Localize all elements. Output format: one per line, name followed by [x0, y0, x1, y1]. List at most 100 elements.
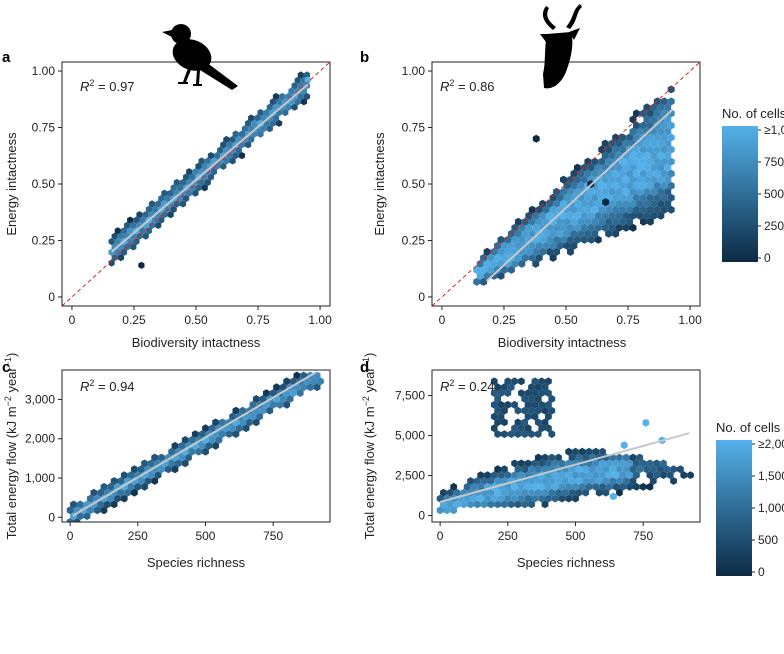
hexbin-cell: [541, 418, 549, 427]
hexbin-cell: [577, 205, 585, 214]
hexbin-cell: [73, 518, 81, 522]
hexbin-cell: [215, 436, 223, 444]
hexbin-cell: [507, 241, 515, 250]
hexbin-cell: [269, 389, 277, 397]
hexbin-cell: [511, 259, 519, 268]
hexbin-cell: [636, 211, 644, 220]
hexbin-cell: [660, 133, 668, 142]
hexbin-cell: [217, 146, 224, 154]
hexbin-cell: [646, 169, 654, 178]
colorbar-label: 500: [758, 533, 778, 547]
hexbin-cell: [650, 187, 658, 196]
hexbin-cell: [646, 217, 654, 226]
hexbin-cell: [570, 181, 578, 190]
hexbin-cell: [494, 395, 501, 403]
hexbin-cell: [494, 430, 501, 438]
hexbin-cell: [158, 465, 165, 474]
x-axis: 0 0.25 0.50 0.75 1.00: [439, 306, 702, 327]
hexbin-cell: [605, 217, 613, 226]
hexbin-cell: [643, 151, 651, 160]
hexbin-cell: [592, 482, 600, 491]
hexbin-cell: [636, 163, 644, 172]
hexbin-cell: [266, 103, 273, 111]
hexbin-cell: [518, 259, 526, 268]
hexbin-cell: [148, 459, 155, 468]
hexbin-cell: [626, 157, 633, 166]
hexbin-cell: [198, 441, 206, 450]
hexbin-cell: [304, 76, 311, 84]
hexbin-cell: [643, 115, 651, 124]
hexbin-cell: [560, 199, 567, 208]
hexbin-cell: [608, 187, 616, 196]
hexbin-cell: [560, 235, 567, 244]
hexbin-cell: [303, 71, 311, 79]
hexbin-cell: [584, 169, 592, 178]
hexbin-cell: [542, 205, 550, 214]
hexbin-cell: [164, 465, 172, 474]
hexbin-cell: [219, 418, 226, 427]
hexbin-cell: [582, 488, 589, 497]
hexbin-cell: [608, 223, 616, 232]
hexbin-cell: [514, 430, 522, 438]
hexbin-cell: [534, 465, 542, 474]
colorbar-title: No. of cells: [722, 106, 784, 121]
hexbin-cell: [279, 395, 287, 403]
hexbin-cell: [120, 494, 128, 503]
hexbin-cell: [521, 465, 529, 474]
hexbin-cell: [241, 125, 249, 133]
hexbin-cell: [575, 477, 583, 485]
panel-letter: d: [360, 359, 369, 376]
hexbin-cell: [214, 152, 221, 160]
hexbin-cell: [266, 406, 274, 415]
hexbin-cell: [242, 424, 250, 433]
hexbin-cell: [497, 400, 505, 409]
hexbin-cell: [514, 241, 522, 250]
hexbin-cell: [667, 157, 675, 166]
hexbin-cell: [615, 163, 623, 172]
hexbin-cell: [568, 465, 576, 474]
hexbin-cell: [553, 247, 560, 256]
hexbin-cell: [549, 205, 557, 214]
hexbin-cell: [83, 512, 91, 520]
hexbin-cell: [573, 223, 581, 232]
hexbin-cell: [549, 229, 557, 238]
hexbin-cell: [602, 488, 610, 497]
hexbin-cell: [629, 187, 637, 196]
x-tick-label: 0.25: [492, 313, 516, 327]
hexbin-cell: [192, 168, 199, 176]
hexbin-cell: [148, 221, 156, 229]
hexbin-cell: [541, 477, 549, 485]
hexbin-cell: [158, 195, 165, 203]
hexbin-cell: [608, 139, 616, 148]
y-tick-label: 0.25: [402, 233, 426, 247]
hexbin-cell: [511, 235, 519, 244]
hexbin-cell: [507, 500, 515, 509]
hexbin-layer: [436, 377, 694, 515]
hexbin-cell: [667, 85, 675, 94]
hexbin-cell: [612, 145, 620, 154]
hexbin-cell: [608, 199, 616, 208]
hexbin-cell: [587, 223, 595, 232]
hexbin-cell: [139, 216, 146, 224]
hexbin-cell: [245, 119, 252, 127]
hexbin-cell: [584, 229, 592, 238]
hexbin-cell: [608, 151, 616, 160]
hexbin-cell: [223, 157, 230, 165]
hexbin-cell: [560, 175, 567, 184]
hexbin-cell: [650, 211, 658, 220]
hexbin-cell: [490, 247, 498, 256]
hexbin-cell: [511, 424, 518, 433]
hexbin-cell: [629, 477, 637, 485]
hexbin-cell: [232, 130, 239, 138]
hexbin-cell: [474, 500, 481, 509]
hexbin-cell: [582, 453, 589, 462]
hexbin-cell: [245, 141, 252, 149]
hexbin-cell: [643, 163, 651, 172]
fit-line: [439, 432, 690, 503]
hexbin-cell: [551, 471, 559, 479]
hexbin-cell: [549, 217, 557, 226]
hexbin-cell: [497, 412, 505, 421]
hexbin-cell: [608, 211, 616, 220]
x-tick-label: 1.00: [678, 313, 702, 327]
hexbin-cell: [131, 488, 138, 497]
